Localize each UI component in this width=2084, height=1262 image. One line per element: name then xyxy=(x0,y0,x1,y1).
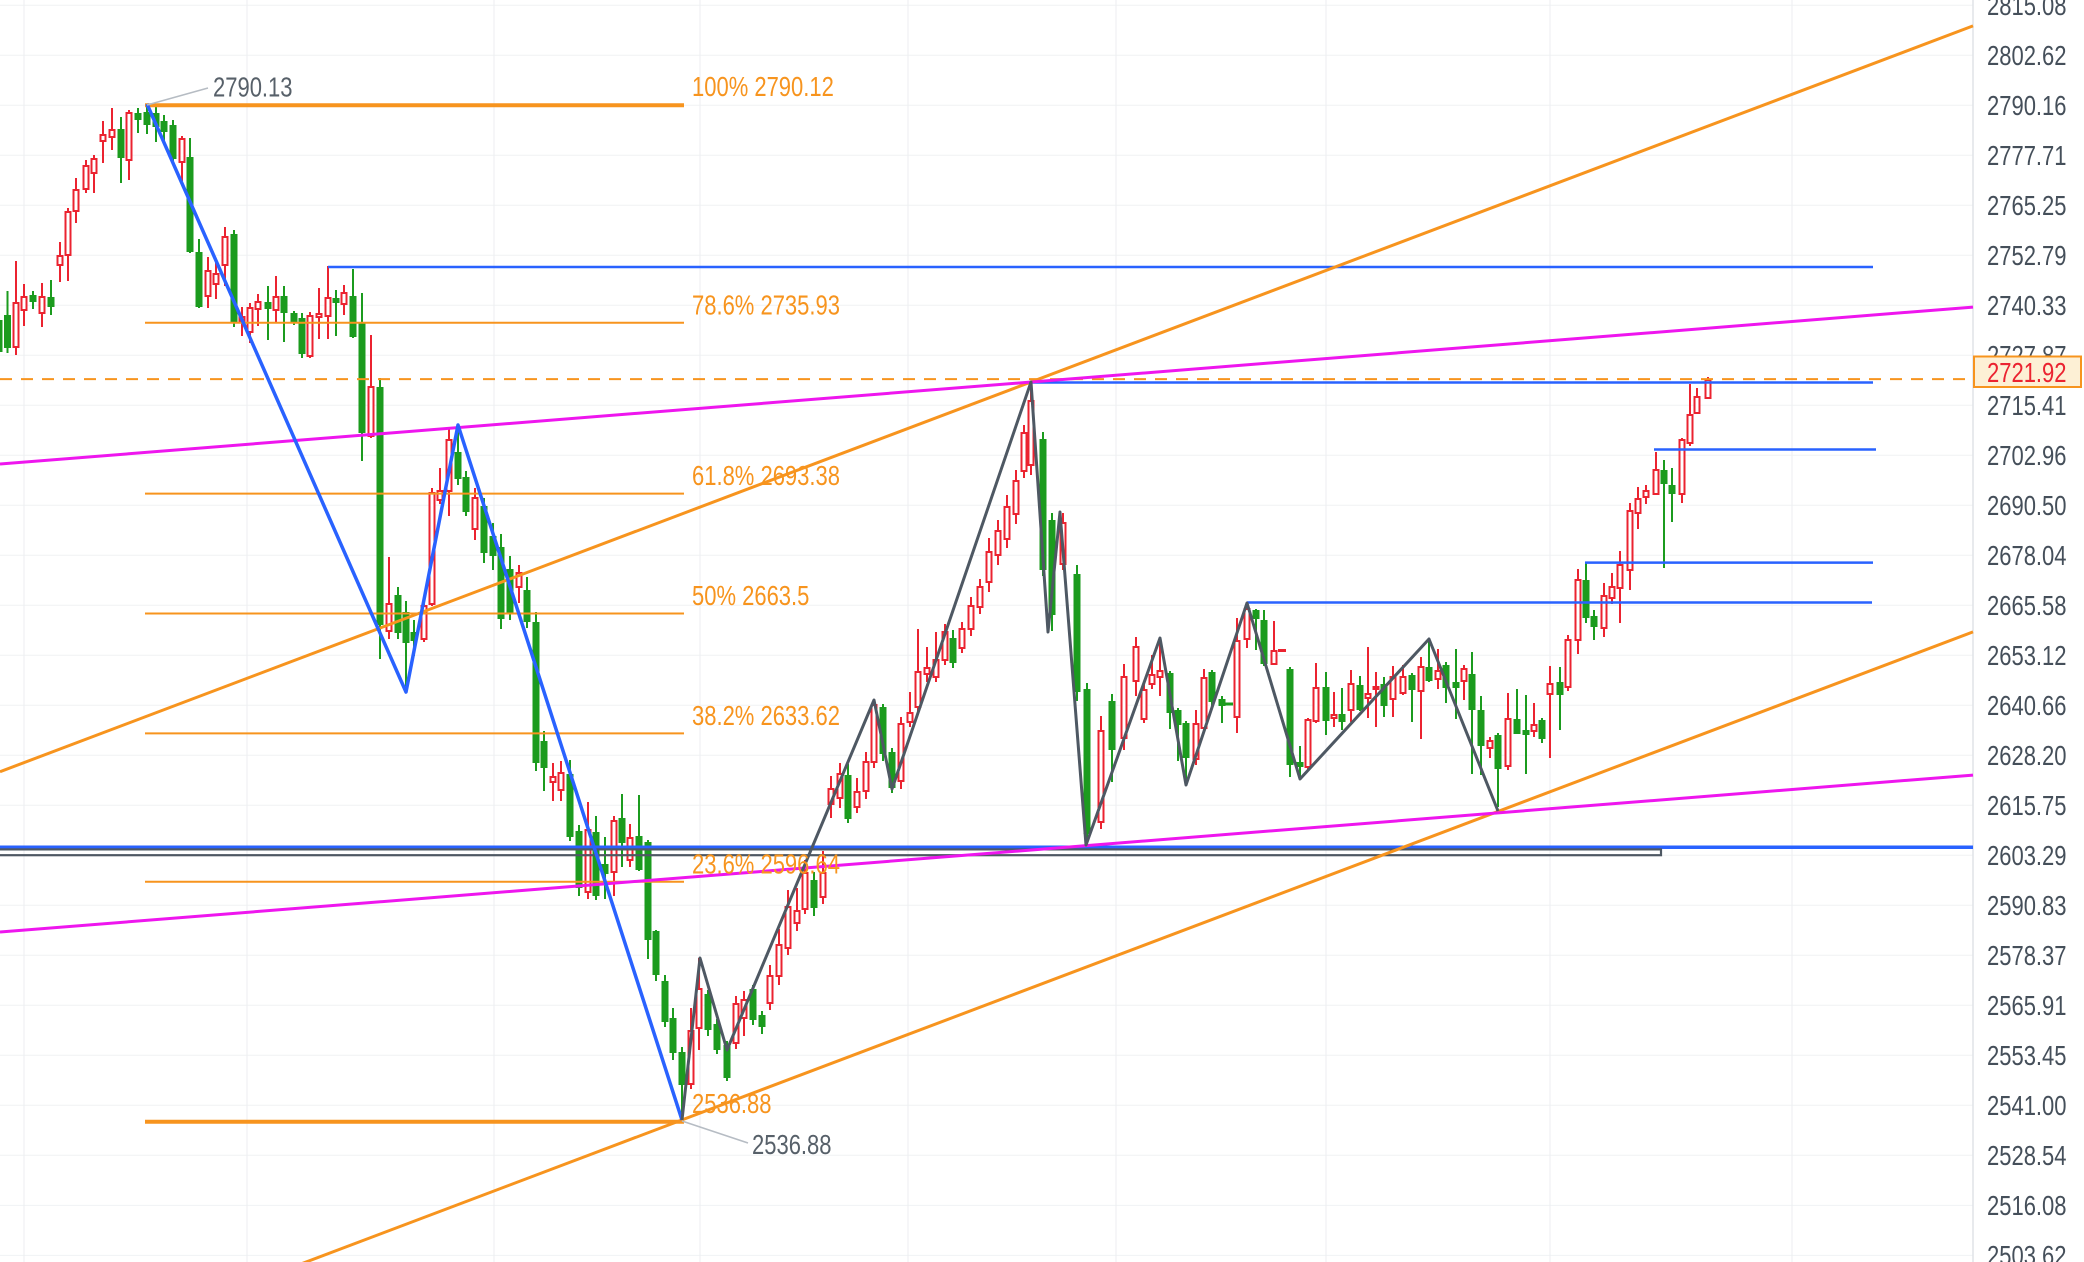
svg-text:2752.79: 2752.79 xyxy=(1987,241,2066,272)
svg-text:2815.08: 2815.08 xyxy=(1987,0,2066,22)
svg-text:78.6% 2735.93: 78.6% 2735.93 xyxy=(692,290,840,321)
svg-text:2536.88: 2536.88 xyxy=(692,1089,771,1120)
svg-text:2628.20: 2628.20 xyxy=(1987,741,2066,772)
svg-text:2615.75: 2615.75 xyxy=(1987,791,2066,822)
svg-text:2590.83: 2590.83 xyxy=(1987,891,2066,922)
svg-text:2516.08: 2516.08 xyxy=(1987,1191,2066,1222)
svg-text:100% 2790.12: 100% 2790.12 xyxy=(692,72,834,103)
svg-text:2578.37: 2578.37 xyxy=(1987,941,2066,972)
svg-text:2603.29: 2603.29 xyxy=(1987,841,2066,872)
svg-text:38.2% 2633.62: 38.2% 2633.62 xyxy=(692,701,840,732)
svg-text:2721.92: 2721.92 xyxy=(1987,358,2066,389)
svg-text:2777.71: 2777.71 xyxy=(1987,141,2066,172)
svg-text:2553.45: 2553.45 xyxy=(1987,1041,2066,1072)
svg-text:2640.66: 2640.66 xyxy=(1987,691,2066,722)
svg-text:2690.50: 2690.50 xyxy=(1987,491,2066,522)
svg-text:50% 2663.5: 50% 2663.5 xyxy=(692,581,809,612)
svg-text:2740.33: 2740.33 xyxy=(1987,291,2066,322)
svg-text:2790.16: 2790.16 xyxy=(1987,91,2066,122)
svg-text:2565.91: 2565.91 xyxy=(1987,991,2066,1022)
svg-text:61.8% 2693.38: 61.8% 2693.38 xyxy=(692,461,840,492)
svg-text:2665.58: 2665.58 xyxy=(1987,591,2066,622)
svg-text:2528.54: 2528.54 xyxy=(1987,1141,2067,1172)
svg-text:2678.04: 2678.04 xyxy=(1987,541,2067,572)
svg-text:2653.12: 2653.12 xyxy=(1987,641,2066,672)
svg-text:23.6% 2596.64: 23.6% 2596.64 xyxy=(692,849,840,880)
svg-text:2790.13: 2790.13 xyxy=(213,72,292,103)
svg-text:2802.62: 2802.62 xyxy=(1987,41,2066,72)
svg-text:2536.88: 2536.88 xyxy=(752,1130,831,1161)
svg-text:2765.25: 2765.25 xyxy=(1987,191,2066,222)
svg-text:2541.00: 2541.00 xyxy=(1987,1091,2066,1122)
svg-text:2715.41: 2715.41 xyxy=(1987,391,2066,422)
svg-text:2503.62: 2503.62 xyxy=(1987,1241,2066,1262)
svg-text:2702.96: 2702.96 xyxy=(1987,441,2066,472)
